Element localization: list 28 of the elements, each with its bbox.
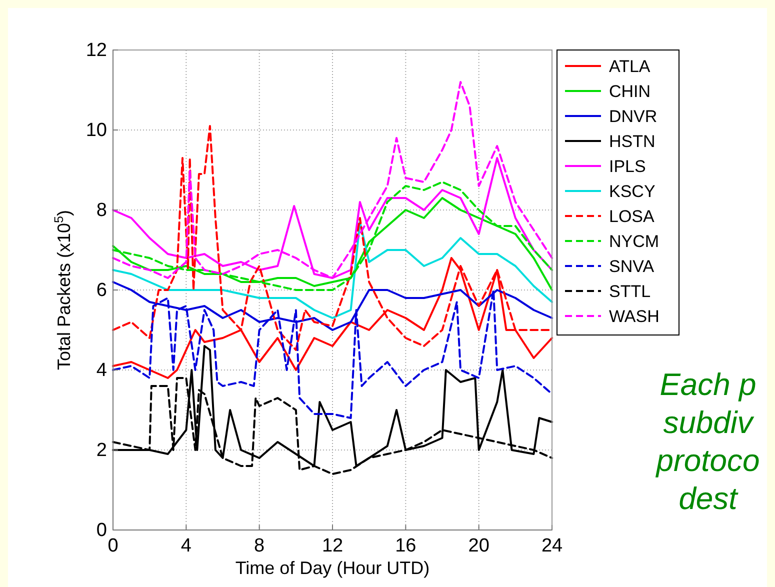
legend-label: LOSA (609, 207, 656, 226)
y-tick-label: 2 (96, 440, 107, 462)
legend-label: KSCY (609, 182, 656, 201)
line-series (112, 81, 553, 279)
x-tick-label: 4 (180, 535, 192, 556)
x-axis-title: Time of Day (Hour UTD) (235, 558, 430, 578)
legend-label: IPLS (609, 157, 646, 176)
x-tick-label: 16 (395, 535, 416, 556)
y-tick-label: 4 (96, 360, 108, 382)
y-tick-label: 12 (86, 40, 107, 62)
y-tick-label: 10 (86, 120, 107, 142)
y-tick-label: 0 (96, 520, 107, 542)
x-tick-label: 24 (541, 535, 563, 556)
text: Each p subdiv protoco dest (655, 367, 760, 516)
legend-label: SNVA (609, 257, 655, 276)
legend-label: HSTN (609, 132, 656, 151)
legend-label: WASH (609, 307, 660, 326)
line-series (112, 221, 553, 319)
y-tick-label: 6 (96, 280, 107, 302)
legend-label: STTL (609, 282, 651, 301)
legend-label: ATLA (609, 57, 651, 76)
legend-label: NYCM (609, 232, 660, 251)
x-tick-label: 8 (254, 535, 265, 556)
x-tick-label: 12 (322, 535, 344, 556)
x-tick-label: 20 (468, 535, 490, 556)
legend-label: CHIN (609, 82, 651, 101)
y-tick-label: 8 (96, 200, 107, 222)
legend-label: DNVR (609, 107, 658, 126)
